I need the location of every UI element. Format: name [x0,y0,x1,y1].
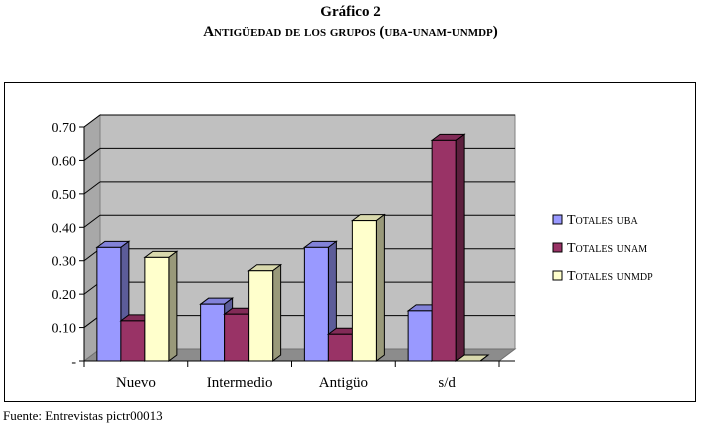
legend-swatch [552,242,563,253]
bar-chart: - 0.10 0.20 0.30 0.40 0.50 0.60 0.70 Nuevo Interm… [52,114,653,391]
chart-area: - 0.10 0.20 0.30 0.40 0.50 0.60 0.70 Nuevo Interm… [4,82,696,402]
source-note: Fuente: Entrevistas pictr00013 [3,408,163,423]
bar [407,310,433,362]
y-tick-label: 0.30 [52,255,77,270]
bar-side [272,263,282,362]
bar [200,303,226,362]
gridline-side [83,181,101,195]
gridline-side [83,148,101,161]
legend-swatch [552,270,563,281]
bar [248,270,274,362]
bar-side [375,213,385,362]
bar-side [455,133,465,362]
chart-heading: Gráfico 2 [320,4,381,20]
y-tick-label: 0.60 [52,154,77,169]
x-tick-label: Antigüo [319,375,368,391]
x-tick-label: Intermedio [207,375,273,391]
legend-label: Totales unam [567,241,647,256]
legend-label: Totales uba [567,213,638,228]
y-tick-label: - [71,355,76,370]
bar [303,246,329,362]
legend-swatch [552,214,563,225]
bar [327,333,353,362]
y-tick-label: 0.10 [52,322,77,337]
legend-label: Totales unmdp [567,269,653,284]
bar [351,220,377,362]
y-tick-label: 0.20 [52,288,77,303]
bar [431,139,457,362]
x-tick-label: s/d [438,375,456,391]
chart-title: Antigüedad de los grupos (uba-unam-unmdp… [203,24,498,40]
y-tick-label: 0.70 [52,121,77,136]
bar [120,320,146,362]
y-tick-label: 0.50 [52,188,77,203]
bar [96,246,122,362]
bar [224,313,250,362]
y-tick-label: 0.40 [52,221,77,236]
bar [144,256,170,362]
gridline-side [83,214,101,228]
x-tick-label: Nuevo [116,375,156,391]
bar-side [168,250,178,362]
bar-side [479,354,489,362]
gridline-side [83,114,101,128]
